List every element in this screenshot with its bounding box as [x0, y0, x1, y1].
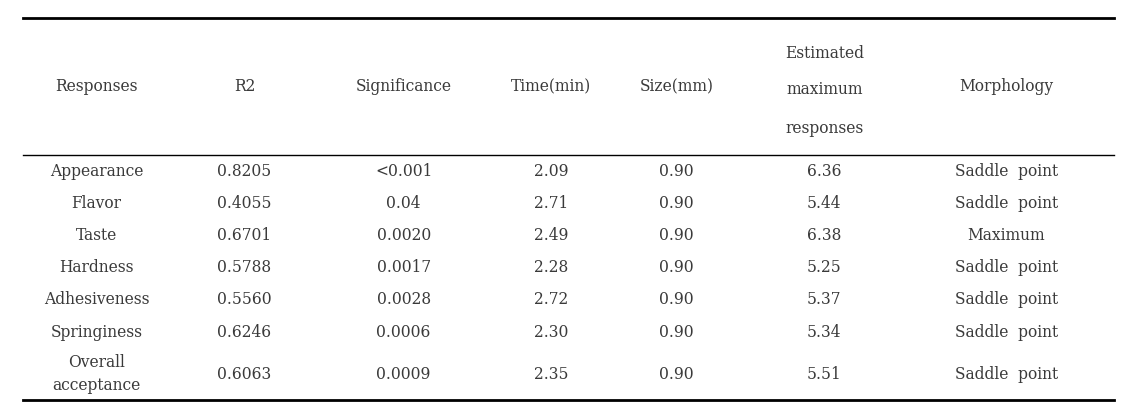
Text: Taste: Taste — [76, 227, 117, 244]
Text: 6.36: 6.36 — [807, 163, 841, 180]
Text: 0.0006: 0.0006 — [376, 324, 431, 341]
Text: Significance: Significance — [356, 78, 451, 95]
Text: Responses: Responses — [56, 78, 138, 95]
Text: 0.90: 0.90 — [659, 163, 694, 180]
Text: 0.04: 0.04 — [387, 195, 421, 212]
Text: 2.09: 2.09 — [534, 163, 568, 180]
Text: 2.72: 2.72 — [534, 291, 568, 308]
Text: 0.0009: 0.0009 — [376, 366, 431, 383]
Text: Adhesiveness: Adhesiveness — [44, 291, 149, 308]
Text: 5.44: 5.44 — [807, 195, 841, 212]
Text: 6.38: 6.38 — [807, 227, 841, 244]
Text: Hardness: Hardness — [59, 259, 134, 276]
Text: 0.0020: 0.0020 — [376, 227, 431, 244]
Text: 0.90: 0.90 — [659, 324, 694, 341]
Text: responses: responses — [786, 120, 863, 137]
Text: Springiness: Springiness — [51, 324, 142, 341]
Text: 5.25: 5.25 — [807, 259, 841, 276]
Text: 0.90: 0.90 — [659, 259, 694, 276]
Text: Saddle  point: Saddle point — [955, 366, 1057, 383]
Text: Appearance: Appearance — [50, 163, 143, 180]
Text: 2.71: 2.71 — [534, 195, 568, 212]
Text: Time(min): Time(min) — [512, 78, 591, 95]
Text: R2: R2 — [234, 78, 255, 95]
Text: 2.35: 2.35 — [534, 366, 568, 383]
Text: Saddle  point: Saddle point — [955, 163, 1057, 180]
Text: 0.8205: 0.8205 — [217, 163, 272, 180]
Text: 5.37: 5.37 — [807, 291, 841, 308]
Text: 0.90: 0.90 — [659, 291, 694, 308]
Text: <0.001: <0.001 — [375, 163, 432, 180]
Text: 0.5560: 0.5560 — [217, 291, 272, 308]
Text: Saddle  point: Saddle point — [955, 259, 1057, 276]
Text: 5.34: 5.34 — [807, 324, 841, 341]
Text: 0.90: 0.90 — [659, 366, 694, 383]
Text: 0.6063: 0.6063 — [217, 366, 272, 383]
Text: Maximum: Maximum — [968, 227, 1045, 244]
Text: Flavor: Flavor — [72, 195, 122, 212]
Text: 0.6701: 0.6701 — [217, 227, 272, 244]
Text: Saddle  point: Saddle point — [955, 195, 1057, 212]
Text: Size(mm): Size(mm) — [639, 78, 714, 95]
Text: 0.90: 0.90 — [659, 227, 694, 244]
Text: 0.6246: 0.6246 — [217, 324, 272, 341]
Text: maximum: maximum — [786, 81, 863, 98]
Text: 0.4055: 0.4055 — [217, 195, 272, 212]
Text: 2.30: 2.30 — [534, 324, 568, 341]
Text: Overall
acceptance: Overall acceptance — [52, 354, 141, 394]
Text: 0.0017: 0.0017 — [376, 259, 431, 276]
Text: Estimated: Estimated — [785, 44, 864, 62]
Text: 0.0028: 0.0028 — [376, 291, 431, 308]
Text: 0.5788: 0.5788 — [217, 259, 272, 276]
Text: 0.90: 0.90 — [659, 195, 694, 212]
Text: Saddle  point: Saddle point — [955, 291, 1057, 308]
Text: 5.51: 5.51 — [807, 366, 841, 383]
Text: 2.49: 2.49 — [534, 227, 568, 244]
Text: 2.28: 2.28 — [534, 259, 568, 276]
Text: Saddle  point: Saddle point — [955, 324, 1057, 341]
Text: Morphology: Morphology — [960, 78, 1053, 95]
